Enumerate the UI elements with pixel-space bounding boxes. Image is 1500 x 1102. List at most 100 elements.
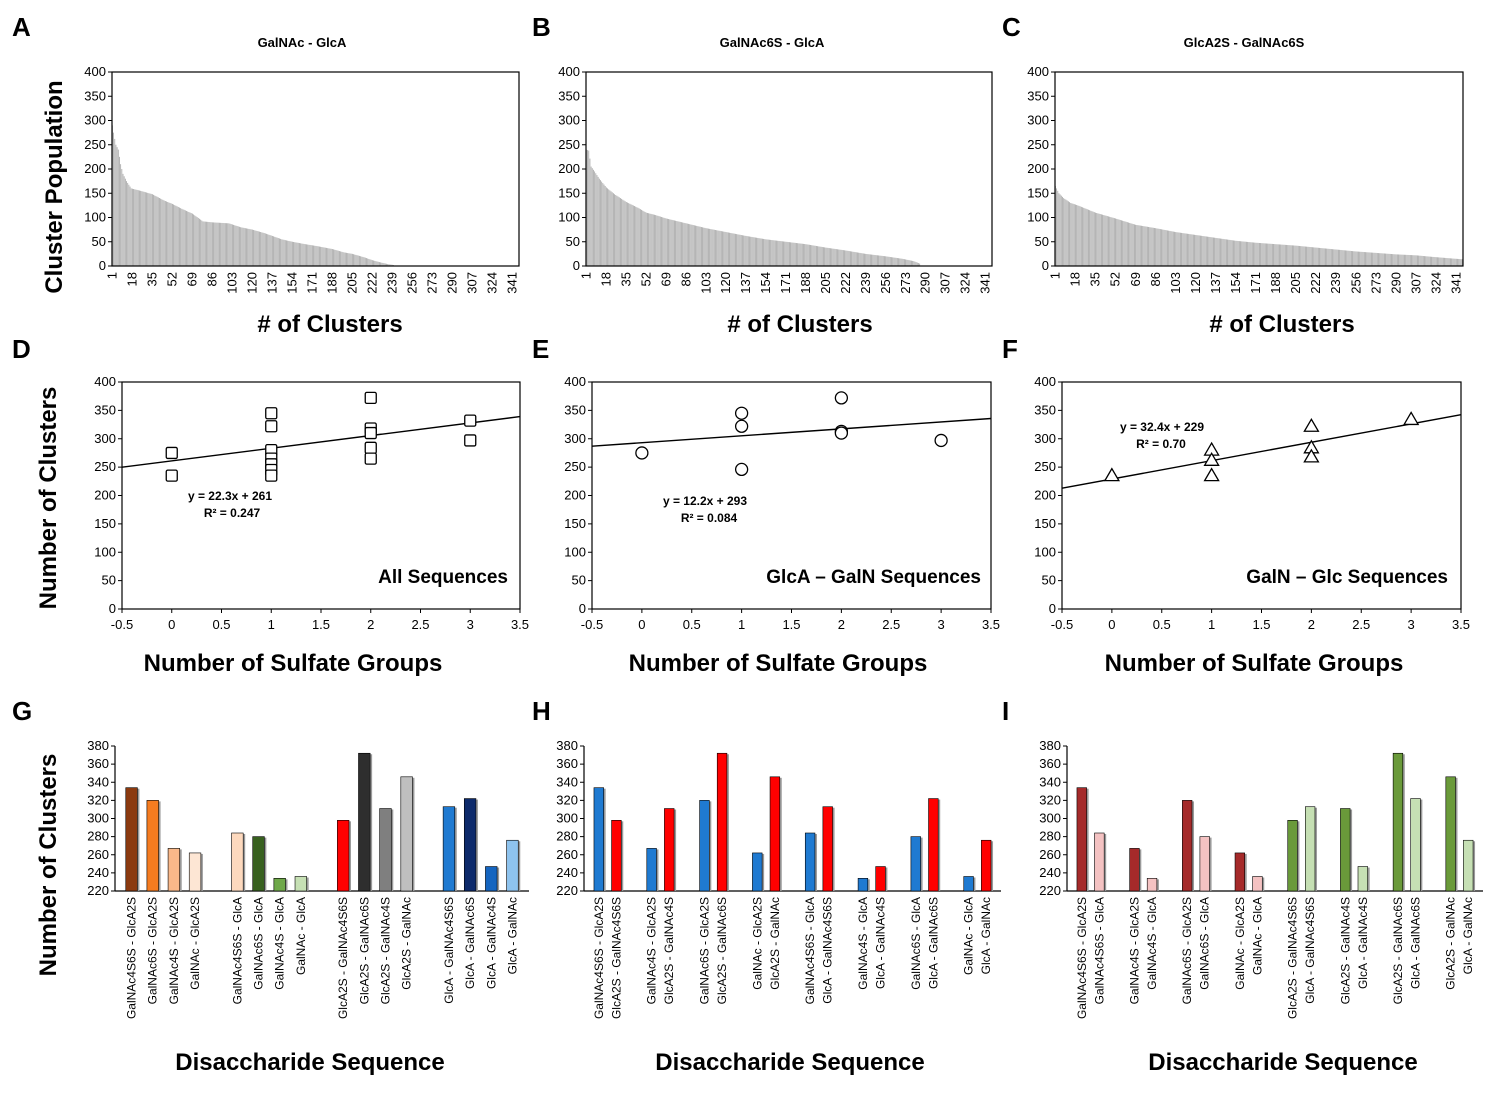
cluster-bar: [360, 256, 362, 266]
cluster-bar: [832, 248, 834, 266]
cluster-bar: [1431, 256, 1432, 266]
data-point: [364, 426, 377, 440]
cluster-bar: [355, 254, 357, 266]
cluster-bar: [1181, 232, 1182, 266]
cluster-bar: [1435, 257, 1437, 266]
x-tick-label: 0.5: [212, 617, 230, 632]
cluster-bar: [1269, 243, 1271, 266]
cluster-bar: [139, 190, 140, 266]
x-tick-label: 324: [485, 272, 500, 294]
cluster-bar: [1297, 245, 1299, 266]
cluster-bar: [366, 258, 367, 266]
cluster-bar: [1407, 254, 1409, 266]
data-point: [464, 414, 477, 427]
disaccharide-bar: [337, 820, 350, 892]
cluster-bar: [257, 231, 259, 266]
cluster-bar: [234, 225, 236, 266]
cluster-bar: [1237, 241, 1239, 266]
cluster-bar: [219, 222, 220, 266]
cluster-bar: [1455, 258, 1457, 266]
cluster-bar: [654, 214, 655, 266]
cluster-bar: [270, 235, 272, 266]
cluster-bar: [895, 257, 897, 266]
cluster-bar: [1156, 228, 1158, 266]
cluster-bar: [377, 261, 379, 266]
cluster-bar: [375, 261, 377, 266]
y-tick-label: 380: [556, 738, 578, 753]
x-tick-label: 188: [325, 272, 340, 294]
cluster-bar: [1171, 231, 1173, 266]
cluster-bar: [850, 251, 851, 266]
cluster-bar: [877, 255, 878, 266]
cluster-bar: [1383, 253, 1385, 266]
cluster-bar: [1233, 240, 1234, 266]
y-tick-label: 350: [84, 88, 106, 103]
cluster-bar: [337, 250, 339, 266]
cluster-bar: [715, 229, 716, 266]
cluster-bar: [901, 258, 903, 266]
cluster-bar: [282, 239, 284, 266]
cluster-bar: [889, 256, 891, 266]
cluster-bar: [1235, 240, 1237, 266]
cluster-bar: [840, 249, 842, 266]
data-point: [1303, 448, 1320, 463]
cluster-bar: [875, 255, 877, 266]
cluster-bar: [780, 241, 782, 266]
cluster-bar: [1281, 244, 1283, 266]
cluster-bar: [915, 262, 917, 266]
y-tick-label: 100: [94, 544, 116, 559]
y-tick-label: 280: [87, 829, 109, 844]
cluster-bar: [1424, 256, 1425, 266]
cluster-bar: [182, 209, 184, 266]
y-tick-label: 220: [1039, 883, 1061, 898]
cluster-bar: [1452, 258, 1454, 266]
cluster-bar: [203, 221, 205, 266]
cluster-bar: [157, 197, 159, 266]
cluster-bar: [742, 235, 743, 266]
cluster-bar: [698, 226, 700, 266]
cluster-bar: [671, 219, 673, 266]
y-tick-label: 300: [1027, 113, 1049, 128]
y-tick-label: 200: [1027, 161, 1049, 176]
cluster-bar: [896, 258, 898, 266]
cluster-bar: [817, 246, 818, 266]
disaccharide-bar: [1182, 800, 1193, 892]
cluster-bar: [773, 240, 775, 266]
cluster-bar: [655, 215, 657, 266]
cluster-bar: [160, 198, 162, 266]
cluster-bar: [739, 234, 741, 266]
x-tick-label: 3.5: [511, 617, 529, 632]
cluster-bar: [1238, 241, 1240, 266]
cluster-bar: [757, 237, 759, 266]
cluster-bar: [1264, 243, 1266, 266]
cluster-bar: [1310, 247, 1312, 266]
cluster-bar: [747, 236, 749, 266]
cluster-bar: [155, 196, 157, 266]
cluster-bar: [1346, 250, 1348, 266]
cluster-bar: [1161, 229, 1162, 266]
y-tick-label: 250: [1034, 459, 1056, 474]
cluster-bar: [362, 256, 364, 266]
cluster-bar: [874, 255, 876, 266]
disaccharide-bar: [1445, 776, 1456, 892]
cluster-bar: [879, 255, 881, 266]
disaccharide-bar: [273, 878, 286, 892]
cluster-bar: [727, 232, 729, 266]
x-tick-label: 103: [1168, 272, 1183, 294]
cluster-bar: [170, 203, 172, 266]
y-tick-label: 0: [1049, 601, 1056, 616]
category-label: GlcA - GalNAc4S: [1356, 897, 1370, 989]
cluster-bar: [793, 242, 795, 266]
cluster-bar: [819, 246, 821, 266]
cluster-bar: [1279, 244, 1280, 266]
cluster-bar: [749, 236, 750, 266]
cluster-bar: [887, 256, 889, 266]
cluster-bar: [1396, 254, 1398, 266]
cluster-bar: [770, 239, 772, 266]
category-label: GlcA2S - GalNAc6S: [715, 897, 729, 1004]
cluster-bar: [772, 240, 774, 266]
x-tick-label: 154: [285, 272, 300, 294]
cluster-bar: [1137, 225, 1139, 266]
cluster-bar: [1282, 244, 1284, 266]
x-tick-label: 1.5: [1252, 617, 1270, 632]
